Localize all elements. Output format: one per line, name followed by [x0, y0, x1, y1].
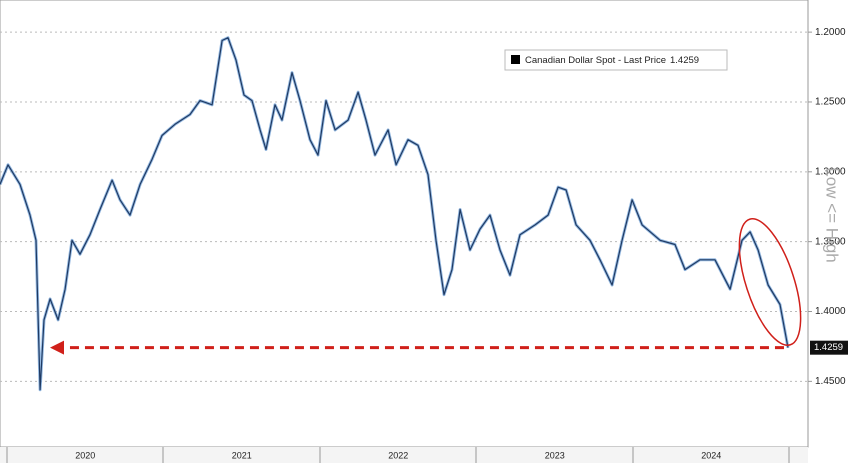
y-tick-label: 1.4000	[815, 306, 846, 317]
legend-value: 1.4259	[670, 55, 699, 66]
legend-label: Canadian Dollar Spot - Last Price 1.4259	[525, 55, 699, 66]
legend: Canadian Dollar Spot - Last Price 1.4259	[504, 49, 728, 71]
legend-box	[504, 49, 728, 71]
side-label: Low <= High	[823, 167, 842, 262]
x-axis-band	[0, 447, 808, 463]
last-price-label: 1.4259	[814, 342, 843, 353]
x-tick-label: 2022	[388, 450, 408, 460]
x-tick-label: 2020	[75, 450, 95, 460]
y-tick-label: 1.4500	[815, 376, 846, 387]
x-tick-label: 2021	[232, 450, 252, 460]
plot-area	[0, 0, 809, 448]
arrow-head	[50, 340, 64, 355]
legend-name: Canadian Dollar Spot - Last Price	[525, 55, 666, 66]
x-tick-label: 2023	[545, 450, 565, 460]
y-tick-label: 1.3500	[815, 236, 846, 247]
line	[0, 37, 789, 391]
y-tick-label: 1.2000	[815, 27, 846, 38]
legend-swatch	[511, 55, 520, 64]
y-tick-label: 1.2500	[815, 97, 846, 108]
year-separators	[6, 447, 790, 463]
x-tick-label: 2024	[701, 450, 721, 460]
y-tick-label: 1.3000	[815, 166, 846, 177]
highlight-ellipse	[738, 218, 802, 346]
last-price-box	[810, 340, 848, 355]
